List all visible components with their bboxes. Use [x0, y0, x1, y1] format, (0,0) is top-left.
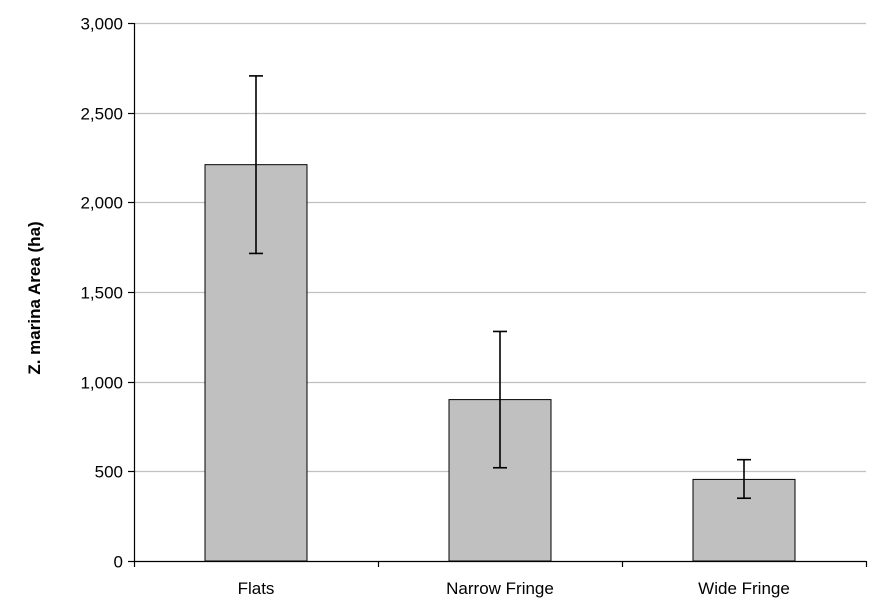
- x-tick-label: Narrow Fringe: [446, 579, 554, 598]
- error-bars: [249, 75, 751, 500]
- y-tick-label: 2,000: [80, 194, 123, 213]
- bars: [204, 164, 796, 562]
- axes: [128, 22, 868, 567]
- y-axis-title: Z. marina Area (ha): [25, 221, 44, 374]
- x-tick-label: Wide Fringe: [698, 579, 790, 598]
- y-tick-label: 1,000: [80, 374, 123, 393]
- y-tick-label: 1,500: [80, 284, 123, 303]
- y-tick-label: 500: [95, 463, 123, 482]
- y-tick-label: 3,000: [80, 15, 123, 34]
- y-tick-label: 2,500: [80, 105, 123, 124]
- axis-labels: 0 500 1,000 1,500 2,000 2,500 3,000 Flats Narrow…: [80, 15, 789, 599]
- x-tick-label: Flats: [238, 579, 275, 598]
- y-tick-label: 0: [114, 553, 123, 572]
